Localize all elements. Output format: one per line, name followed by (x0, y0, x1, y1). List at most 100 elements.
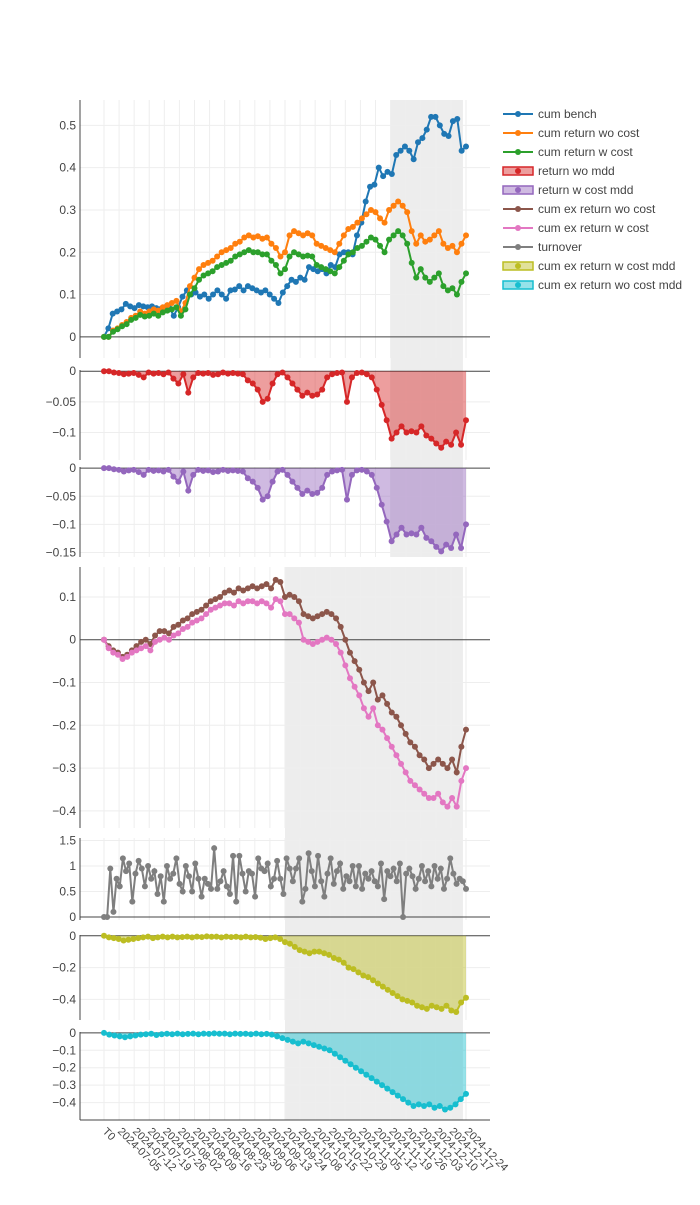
data-point (282, 939, 288, 946)
data-point (249, 598, 256, 605)
data-point (388, 171, 395, 178)
data-point (305, 1040, 312, 1047)
data-point (407, 739, 414, 746)
data-point (185, 389, 192, 396)
data-point (381, 896, 388, 903)
x-tick-label: T0 (100, 1126, 118, 1144)
data-point (186, 291, 193, 298)
data-point (349, 223, 356, 230)
data-point (168, 306, 175, 313)
data-point (179, 617, 186, 624)
data-point (412, 885, 419, 892)
data-point (155, 307, 162, 314)
data-point (383, 417, 390, 424)
data-point (296, 947, 303, 954)
data-point (389, 989, 396, 996)
data-point (381, 249, 388, 256)
data-point (244, 377, 251, 384)
data-point (403, 531, 410, 538)
data-point (354, 219, 361, 226)
data-point (201, 291, 208, 298)
data-point (249, 583, 256, 590)
data-point (101, 465, 107, 472)
data-point (343, 873, 350, 880)
data-point (163, 863, 170, 870)
data-point (311, 948, 318, 955)
data-point (463, 521, 469, 528)
data-point (286, 232, 293, 239)
data-point (403, 870, 410, 877)
data-point (170, 312, 177, 319)
data-point (316, 1043, 323, 1050)
data-point (286, 940, 293, 947)
data-point (258, 583, 265, 590)
legend-marker (515, 282, 521, 288)
data-point (444, 287, 451, 294)
data-point (430, 760, 437, 767)
data-point (263, 234, 270, 241)
data-point (236, 238, 243, 245)
data-point (375, 164, 382, 171)
data-point (266, 291, 273, 298)
y-tick-label: −0.1 (52, 1043, 76, 1057)
data-point (348, 374, 355, 381)
data-point (116, 1033, 123, 1040)
data-point (428, 1002, 435, 1009)
data-point (458, 240, 465, 247)
data-point (292, 278, 299, 285)
data-point (379, 692, 386, 699)
data-point (258, 1031, 265, 1038)
data-point (165, 369, 172, 376)
data-point (402, 769, 409, 776)
data-point (176, 880, 183, 887)
data-point (395, 228, 402, 235)
data-point (203, 602, 210, 609)
data-point (203, 611, 210, 618)
data-point (114, 651, 121, 658)
area-fill (104, 935, 466, 1013)
legend-label: cum return wo cost (538, 126, 640, 140)
data-point (228, 934, 235, 941)
data-point (232, 240, 239, 247)
data-point (321, 1045, 328, 1052)
data-point (463, 885, 469, 892)
data-point (340, 232, 347, 239)
data-point (205, 467, 212, 474)
data-point (379, 983, 386, 990)
data-point (399, 202, 406, 209)
data-point (448, 1007, 455, 1014)
y-tick-label: 0 (69, 461, 76, 475)
data-point (179, 626, 186, 633)
data-point (227, 245, 234, 252)
data-point (105, 934, 112, 941)
legend-label: return w cost mdd (538, 183, 633, 197)
data-point (373, 1078, 380, 1085)
data-point (430, 795, 437, 802)
data-point (294, 484, 301, 491)
data-point (159, 309, 166, 316)
data-point (323, 634, 330, 641)
data-point (454, 116, 461, 123)
data-point (252, 934, 259, 941)
series-cum-return-w-cost (101, 228, 469, 340)
data-point (279, 1035, 286, 1042)
data-point (263, 1030, 270, 1037)
data-point (358, 242, 365, 249)
data-point (402, 730, 409, 737)
data-point (142, 1031, 149, 1038)
data-point (433, 543, 440, 550)
data-point (231, 286, 238, 293)
data-point (445, 132, 452, 139)
data-point (277, 935, 284, 942)
data-point (239, 371, 246, 378)
data-point (215, 371, 222, 378)
data-point (355, 969, 362, 976)
data-point (116, 883, 123, 890)
data-point (401, 143, 408, 150)
data-point (272, 245, 279, 252)
data-point (190, 374, 197, 381)
y-tick-label: −0.05 (46, 395, 77, 409)
data-point (195, 370, 202, 377)
y-tick-label: 0 (69, 364, 76, 378)
data-point (127, 1033, 134, 1040)
